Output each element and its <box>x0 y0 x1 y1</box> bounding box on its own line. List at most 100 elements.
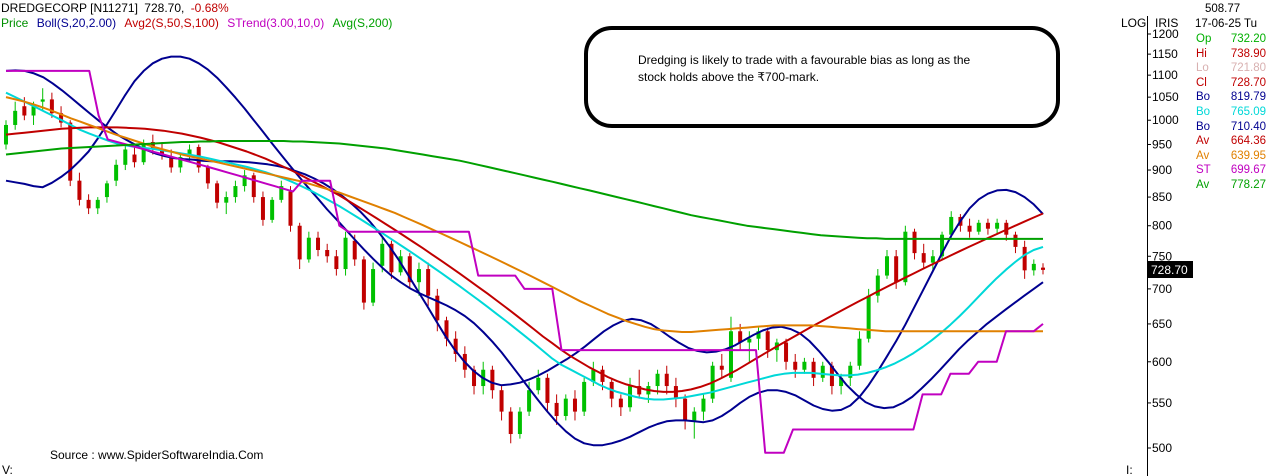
candle-body <box>747 338 752 343</box>
candle-body <box>738 331 743 343</box>
value-number: 664.36 <box>1230 135 1266 148</box>
candle-body <box>59 113 64 123</box>
candle <box>123 144 128 171</box>
candle-body <box>416 269 421 283</box>
candle <box>407 253 412 289</box>
candle-body <box>618 398 623 408</box>
candle <box>205 164 210 189</box>
volume-label: V: <box>2 463 13 476</box>
legend-avg2: Avg2(S,50,S,100) <box>124 16 219 30</box>
candle-body <box>912 231 917 254</box>
candle <box>692 407 697 439</box>
price-tag: 728.70 <box>1151 263 1188 277</box>
candle-body <box>701 398 706 412</box>
candle-body <box>380 243 385 266</box>
value-row: Av 664.36 <box>1196 135 1266 150</box>
candle-body <box>270 199 275 220</box>
candle <box>582 377 587 417</box>
candle-body <box>866 295 871 339</box>
series-line <box>6 69 1044 454</box>
candle <box>985 218 990 235</box>
y-tick-label: 700 <box>1152 282 1172 296</box>
candle-body <box>563 398 568 417</box>
candle-body <box>811 361 816 378</box>
candle <box>967 218 972 238</box>
candle <box>499 386 504 421</box>
value-row: Av 778.27 <box>1196 179 1266 194</box>
candle-body <box>848 365 853 378</box>
candle <box>224 191 229 215</box>
candle-body <box>1041 267 1045 270</box>
indicator-legend: Price Boll(S,20,2.00) Avg2(S,50,S,100) S… <box>1 16 392 30</box>
candle-body <box>4 124 8 145</box>
iris-label: IRIS <box>1155 16 1178 30</box>
candle <box>756 327 761 351</box>
candle <box>260 191 265 226</box>
candle-body <box>802 361 807 370</box>
candle <box>68 120 73 187</box>
candle-body <box>820 365 825 378</box>
candle <box>95 197 100 215</box>
candle <box>4 120 8 150</box>
candle <box>444 316 449 347</box>
candle <box>820 361 825 382</box>
y-tick-label: 750 <box>1152 249 1172 263</box>
value-panel: Op 732.20 Hi 738.90 Lo 721.80 Cl 728.70 Bo 819.79… <box>1196 33 1266 194</box>
candle <box>912 228 917 260</box>
value-key: Av <box>1196 135 1210 148</box>
annotation-line-1: Dredging is likely to trade with a favou… <box>638 53 971 67</box>
candle <box>517 407 522 439</box>
candle <box>921 243 926 270</box>
candle <box>637 369 642 399</box>
candle <box>334 249 339 276</box>
value-number: 710.40 <box>1230 120 1266 133</box>
candle-body <box>728 331 733 378</box>
change-percent: -0.68% <box>190 1 229 15</box>
candle-body <box>187 149 192 158</box>
value-row: Av 639.95 <box>1196 150 1266 165</box>
candle <box>178 154 183 173</box>
candle-body <box>765 331 770 351</box>
y-tick-label: 650 <box>1152 317 1172 331</box>
candle-body <box>756 331 761 339</box>
candle-body <box>178 157 183 168</box>
candle-body <box>628 386 633 408</box>
candle <box>13 101 18 130</box>
candle <box>903 225 908 286</box>
candle-body <box>719 365 724 370</box>
candle-body <box>334 256 339 270</box>
candle <box>802 357 807 374</box>
candle-body <box>233 186 238 198</box>
value-row: ST 699.67 <box>1196 164 1266 179</box>
chart-header: DREDGECORP [N11271] 728.70, -0.68% <box>1 1 229 15</box>
candle <box>371 262 376 307</box>
candle-body <box>31 106 36 116</box>
candle-body <box>894 256 899 283</box>
candle-body <box>169 157 174 168</box>
value-key: Bo <box>1196 120 1211 133</box>
top-value: 508.77 <box>1205 3 1241 15</box>
candle-body <box>205 167 210 184</box>
source-text: Source : www.SpiderSoftwareIndia.Com <box>50 448 263 462</box>
candle-body <box>527 390 532 412</box>
candle-body <box>499 390 504 412</box>
candle <box>811 357 816 387</box>
candle <box>664 365 669 395</box>
candle-body <box>784 342 789 362</box>
candle <box>719 353 724 378</box>
candle-body <box>160 149 165 155</box>
value-key: Hi <box>1196 47 1207 60</box>
candle <box>701 394 706 421</box>
y-tick-label: 550 <box>1152 396 1172 410</box>
candle-body <box>389 243 394 273</box>
candle <box>857 331 862 370</box>
value-row: Bo 819.79 <box>1196 91 1266 106</box>
candle-body <box>325 249 330 257</box>
candle-body <box>352 240 357 260</box>
value-row: Cl 728.70 <box>1196 77 1266 92</box>
candle-body <box>114 164 119 181</box>
candle <box>169 149 174 173</box>
y-tick-label: 1200 <box>1152 27 1179 41</box>
value-key: Bo <box>1196 105 1211 118</box>
date-label: 17-06-25 Tu <box>1195 18 1258 30</box>
